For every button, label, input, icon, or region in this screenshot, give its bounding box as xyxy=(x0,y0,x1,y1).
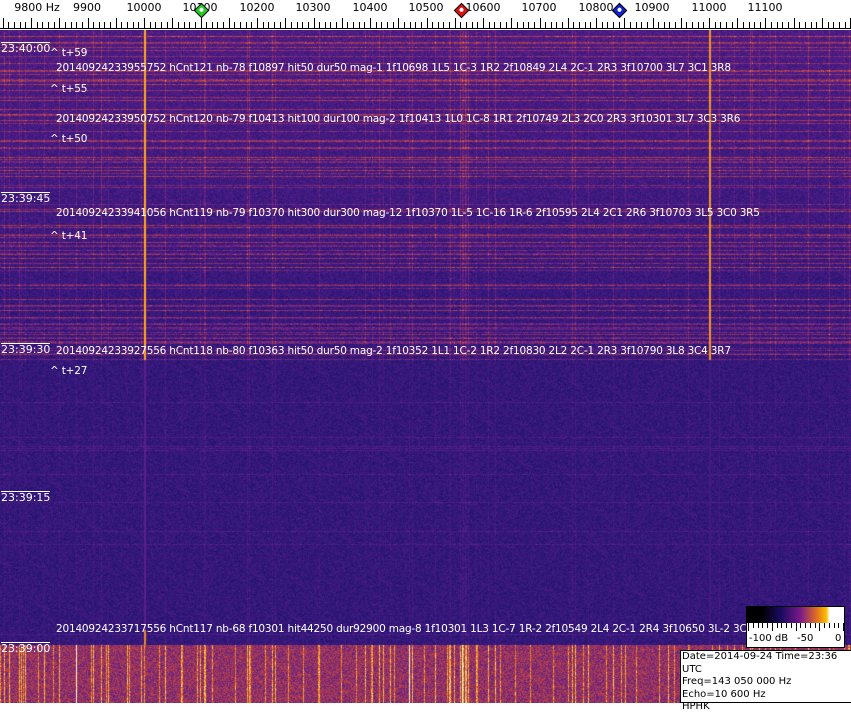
info-echo: Echo=10 600 Hz xyxy=(682,688,766,700)
detection-line: 20140924233955752 hCnt121 nb-78 f10897 h… xyxy=(56,62,731,74)
time-label: 23:39:00 xyxy=(1,642,51,655)
axis-ticks xyxy=(0,18,851,29)
axis-label: 10700 xyxy=(521,1,557,14)
detection-line: 20140924233950752 hCnt120 nb-79 f10413 h… xyxy=(56,113,741,125)
colorbar-max: 0 xyxy=(835,633,842,644)
time-offset: ^ t+27 xyxy=(50,365,88,377)
info-date-time: Date=2014-09-24 Time=23:36 UTC xyxy=(682,651,838,675)
axis-label: 10200 xyxy=(239,1,275,14)
info-box: Date=2014-09-24 Time=23:36 UTC Freq=143 … xyxy=(680,650,851,712)
time-label: 23:39:30 xyxy=(1,343,51,356)
time-offset: ^ t+55 xyxy=(50,83,88,95)
axis-label: 10600 xyxy=(465,1,501,14)
colorbar: -100 dB -50 0 xyxy=(746,606,845,648)
info-frequency: Freq=143 050 000 Hz xyxy=(682,676,792,687)
time-label: 23:39:45 xyxy=(1,192,51,205)
spectrogram[interactable] xyxy=(0,30,851,703)
axis-label: 10900 xyxy=(634,1,670,14)
frequency-axis: 9800 Hz 9900 10000 10100 10200 10300 104… xyxy=(0,0,851,30)
time-offset: ^ t+50 xyxy=(50,133,88,145)
colorbar-ticks xyxy=(748,623,844,631)
time-offset: ^ t+59 xyxy=(50,47,88,59)
colorbar-mid: -50 xyxy=(797,633,814,644)
time-offset: ^ t+41 xyxy=(50,230,88,242)
time-label: 23:40:00 xyxy=(1,42,51,55)
colorbar-gradient xyxy=(747,607,844,623)
axis-unit-label: 9800 Hz xyxy=(14,1,60,14)
detection-line: 20140924233927556 hCnt118 nb-80 f10363 h… xyxy=(56,345,731,357)
axis-label: 10400 xyxy=(352,1,388,14)
time-label: 23:39:15 xyxy=(1,491,51,504)
axis-label: 10800 xyxy=(578,1,614,14)
axis-label: 10300 xyxy=(295,1,331,14)
detection-line: 20140924233717556 hCnt117 nb-68 f10301 h… xyxy=(56,623,780,635)
axis-label: 11100 xyxy=(747,1,783,14)
colorbar-min: -100 dB xyxy=(749,633,789,644)
axis-label: 9900 xyxy=(73,1,101,14)
axis-label: 11000 xyxy=(691,1,727,14)
axis-label: 10500 xyxy=(408,1,444,14)
axis-label: 10000 xyxy=(126,1,162,14)
detection-line: 20140924233941056 hCnt119 nb-79 f10370 h… xyxy=(56,207,760,219)
